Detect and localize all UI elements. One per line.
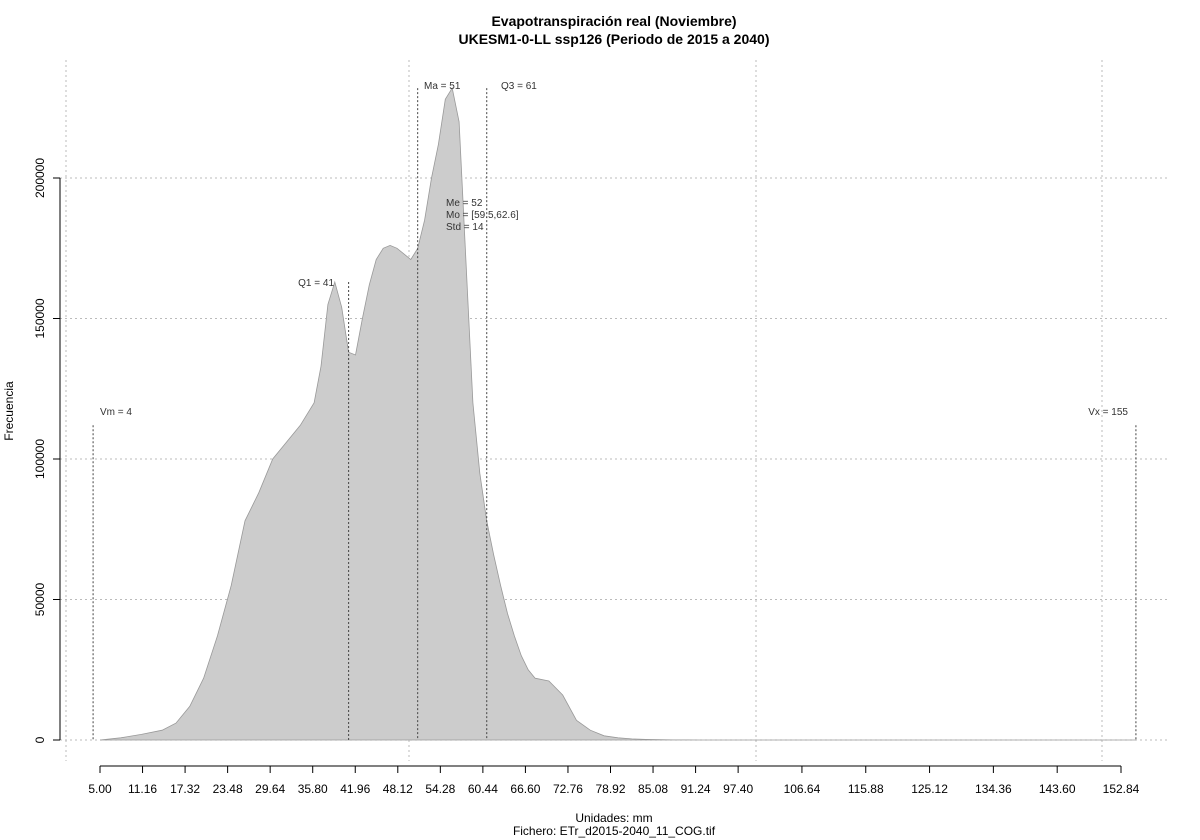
ma-label: Ma = 51 (424, 81, 461, 92)
q1-label: Q1 = 41 (298, 278, 334, 289)
x-tick-label: 78.92 (595, 782, 625, 796)
y-tick-label: 150000 (33, 298, 47, 338)
x-tick-label: 5.00 (88, 782, 112, 796)
x-tick-label: 41.96 (340, 782, 370, 796)
x-axis: 5.00 11.16 17.32 23.48 29.64 35.80 41.96 48.12 5… (88, 765, 1140, 796)
x-tick-label: 54.28 (425, 782, 455, 796)
q3-label: Q3 = 61 (501, 81, 537, 92)
x-tick-label: 60.44 (468, 782, 498, 796)
y-tick-label: 50000 (33, 582, 47, 616)
density-area (99, 87, 1136, 741)
statistic-markers (92, 88, 1137, 740)
y-tick-label: 200000 (33, 158, 47, 198)
x-tick-label: 91.24 (681, 782, 711, 796)
file-label: Fichero: ETr_d2015-2040_11_COG.tif (513, 824, 716, 838)
vm-label: Vm = 4 (100, 407, 132, 418)
x-tick-label: 35.80 (298, 782, 328, 796)
x-tick-label: 115.88 (848, 782, 884, 796)
y-axis: 0 50000 100000 150000 200000 (33, 158, 61, 743)
x-tick-label: 17.32 (170, 782, 200, 796)
x-tick-label: 134.36 (975, 782, 1012, 796)
x-tick-label: 143.60 (1039, 782, 1076, 796)
y-axis-label: Frecuencia (2, 381, 16, 441)
x-tick-label: 48.12 (383, 782, 413, 796)
std-label: Std = 14 (446, 222, 484, 233)
x-tick-label: 97.40 (723, 782, 753, 796)
x-tick-label: 11.16 (128, 782, 157, 796)
density-curve (99, 87, 1136, 741)
x-tick-label: 23.48 (213, 782, 243, 796)
y-tick-label: 0 (33, 736, 47, 743)
chart-title: Evapotranspiración real (Noviembre) (491, 13, 736, 29)
chart-subtitle: UKESM1-0-LL ssp126 (Periodo de 2015 a 20… (459, 31, 770, 47)
x-axis-label: Unidades: mm (575, 811, 652, 825)
x-tick-label: 72.76 (553, 782, 583, 796)
x-tick-label: 152.84 (1103, 782, 1140, 796)
median-label: Me = 52 (446, 198, 483, 209)
y-tick-label: 100000 (33, 439, 47, 479)
vx-label: Vx = 155 (1088, 407, 1128, 418)
x-tick-label: 85.08 (638, 782, 668, 796)
x-tick-label: 29.64 (255, 782, 285, 796)
x-tick-label: 106.64 (784, 782, 821, 796)
mode-label: Mo = [59.5,62.6] (446, 210, 519, 221)
x-tick-label: 125.12 (911, 782, 948, 796)
x-tick-label: 66.60 (510, 782, 540, 796)
